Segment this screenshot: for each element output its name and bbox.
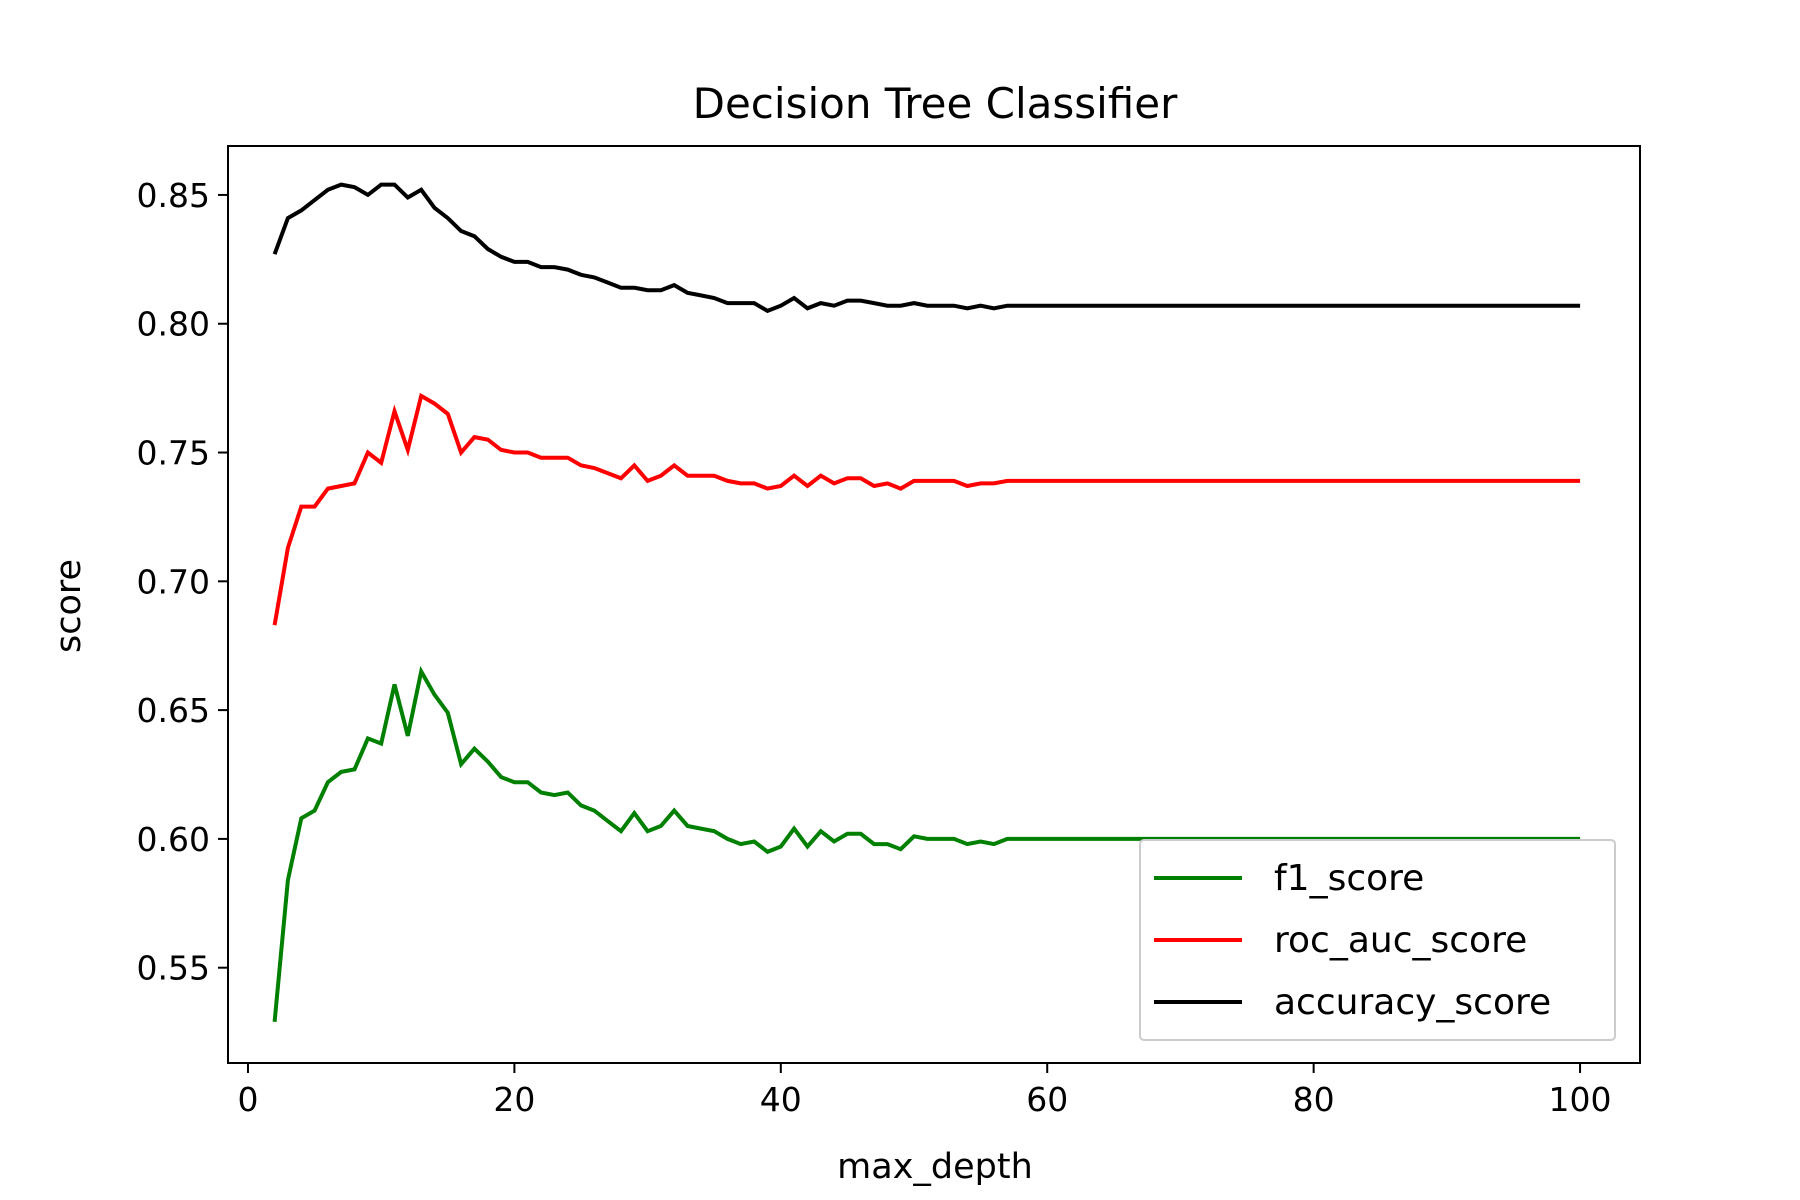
chart-title: Decision Tree Classifier [693, 79, 1178, 128]
y-tick-label: 0.55 [137, 949, 210, 988]
x-tick-label: 0 [237, 1080, 258, 1119]
y-axis-label: score [49, 559, 89, 653]
series-line-f1-score [272, 665, 1581, 1022]
x-axis-label: max_depth [837, 1147, 1033, 1187]
series-line-roc-auc-score [272, 392, 1581, 626]
legend-label-roc-auc-score: roc_auc_score [1274, 920, 1527, 961]
x-tick-label: 60 [1026, 1080, 1068, 1119]
x-tick-label: 100 [1549, 1080, 1612, 1119]
legend-box [1139, 839, 1616, 1041]
y-tick-label: 0.80 [137, 305, 210, 344]
x-tick-label: 40 [760, 1080, 802, 1119]
y-tick-label: 0.60 [137, 820, 210, 859]
x-tick-label: 80 [1293, 1080, 1335, 1119]
plot-area: 0 20 40 60 80 100 0.55 0.60 0.65 0.70 0.75 0.80 0.85… [137, 145, 1641, 1119]
y-tick-label: 0.85 [137, 176, 210, 215]
y-tick-label: 0.70 [137, 562, 210, 601]
x-tick-label: 20 [493, 1080, 535, 1119]
legend-label-f1-score: f1_score [1274, 858, 1424, 899]
y-tick-label: 0.65 [137, 691, 210, 730]
y-tick-label: 0.75 [137, 434, 210, 473]
series-line-accuracy-score [272, 182, 1581, 314]
axes-frame [227, 145, 1641, 1064]
legend-label-accuracy-score: accuracy_score [1274, 982, 1551, 1023]
